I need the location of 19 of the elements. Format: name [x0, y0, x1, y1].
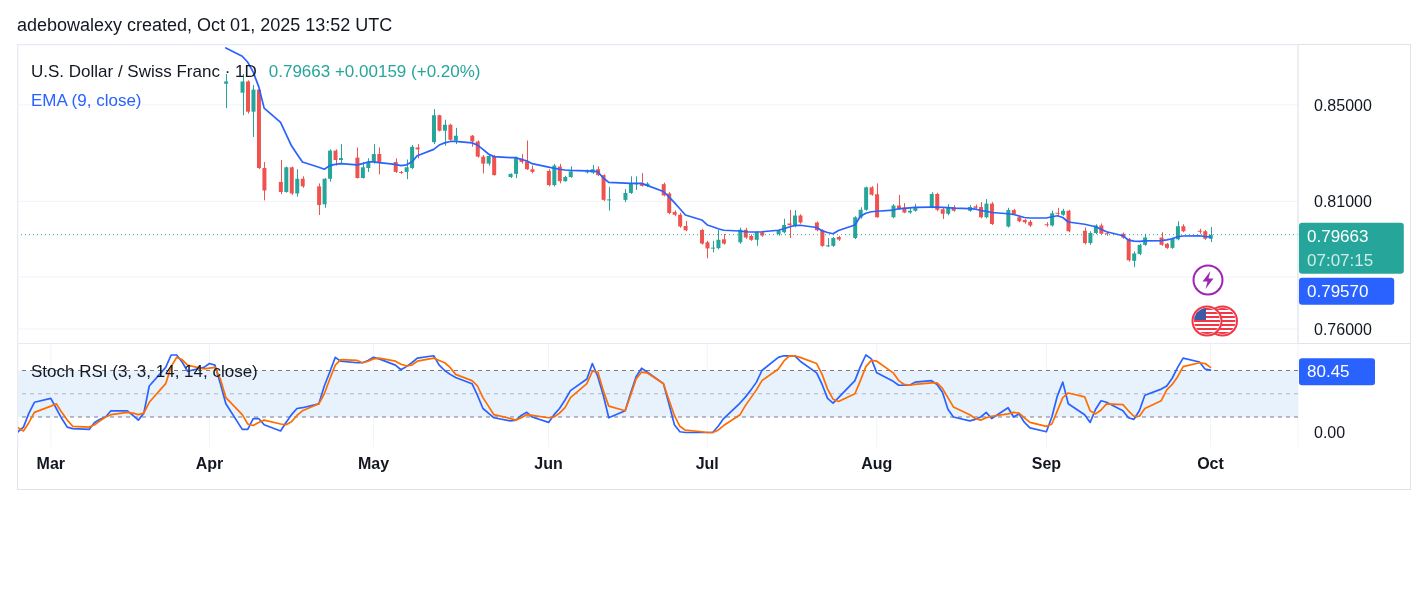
x-tick-label: Aug [861, 455, 893, 473]
text: 0.00 [1314, 424, 1346, 442]
x-tick-label: Jul [695, 455, 719, 473]
x-tick-label: Jun [534, 455, 563, 473]
x-tick-label: Mar [36, 455, 66, 473]
x-tick-label: Oct [1197, 455, 1225, 473]
ref-line-label: 0.79663 [1307, 226, 1369, 246]
x-tick-label: Apr [195, 455, 224, 473]
text: 07:07:15 [1307, 250, 1374, 270]
text: 0.79663 +0.00159 (+0.20%) [268, 62, 481, 81]
text: 80.45 [1307, 362, 1350, 382]
y-tick-label: 0.81000 [1314, 193, 1372, 211]
x-tick-label: May [357, 455, 390, 473]
text: EMA (9, close) [31, 91, 142, 111]
y-tick-label: 0.85000 [1314, 96, 1372, 114]
text: adebowalexy created, Oct 01, 2025 13:52 UTC [17, 14, 393, 36]
x-tick-label: Sep [1031, 455, 1062, 473]
text: 0.79570 [1307, 281, 1369, 301]
y-tick-label: 0.76000 [1314, 320, 1372, 338]
